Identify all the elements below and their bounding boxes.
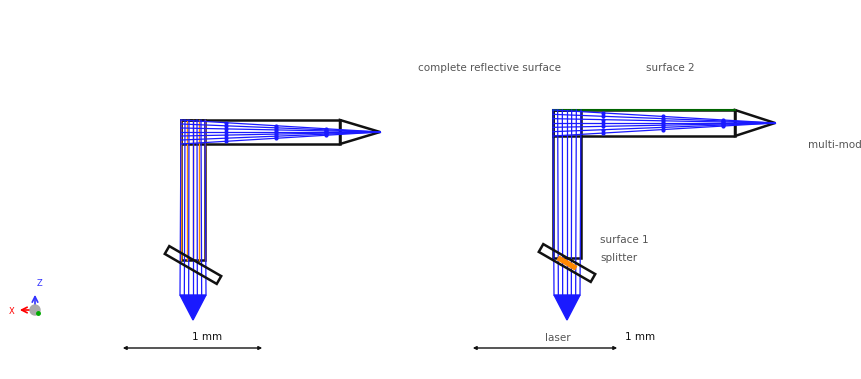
Text: 1 mm: 1 mm [625, 332, 655, 342]
Text: multi-mode fiber: multi-mode fiber [808, 140, 861, 150]
Text: surface 1: surface 1 [600, 235, 648, 245]
Polygon shape [554, 295, 580, 320]
Polygon shape [180, 295, 206, 320]
Circle shape [30, 305, 40, 315]
Text: Z: Z [37, 279, 43, 288]
Text: surface 2: surface 2 [646, 63, 694, 73]
Polygon shape [557, 256, 577, 270]
Text: laser: laser [545, 333, 571, 343]
Text: splitter: splitter [600, 253, 637, 263]
Text: complete reflective surface: complete reflective surface [418, 63, 561, 73]
Text: 1 mm: 1 mm [193, 332, 222, 342]
Text: X: X [9, 307, 15, 315]
